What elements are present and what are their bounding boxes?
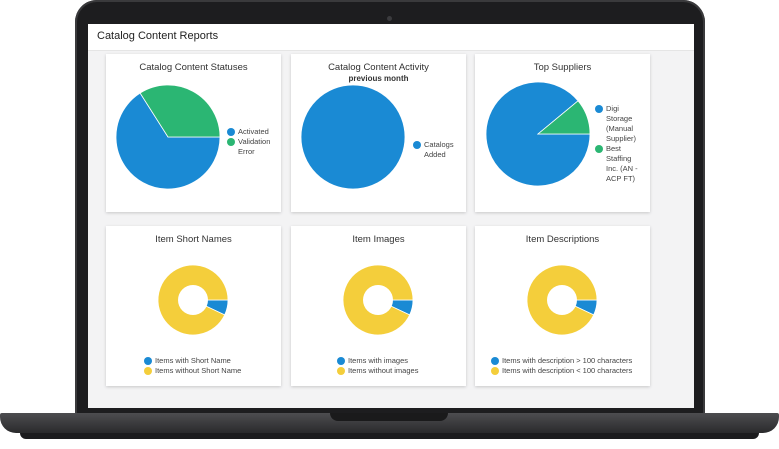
legend: Activated Validation Error [227,127,279,157]
legend-marker-icon [595,145,603,153]
slice-items-with-description-100-characters[interactable] [526,264,598,336]
donut-hole [547,285,577,315]
card-title: Catalog Content Statuses [139,62,248,73]
laptop-foot [20,433,759,439]
card-catalog-content-activity: Catalog Content Activity previous month … [291,54,466,212]
legend-marker-icon [144,357,152,365]
legend-marker-icon [227,138,235,146]
screen: Catalog Content Reports Catalog Content … [88,24,694,408]
legend-marker-icon [491,367,499,375]
legend-marker-icon [227,128,235,136]
card-title: Item Images [352,234,405,245]
pie-chart-suppliers [485,81,591,187]
legend-item-best-staffing[interactable]: Best Staffing Inc. (AN - ACP FT) [595,144,643,184]
legend: Digi Storage (Manual Supplier) Best Staf… [595,104,643,184]
card-top-suppliers: Top Suppliers Digi Storage (Manual Suppl… [475,54,650,212]
slice-activated[interactable] [115,92,221,190]
slice-catalogs-added[interactable] [300,84,406,190]
legend-marker-icon [337,357,345,365]
legend-item-with-short-name[interactable]: Items with Short Name [144,356,279,366]
legend-item-activated[interactable]: Activated [227,127,279,137]
legend-item-validation-error[interactable]: Validation Error [227,137,279,157]
legend-item-description-over-100[interactable]: Items with description > 100 characters [491,356,648,366]
card-title: Item Descriptions [525,234,600,245]
slice-validation-error[interactable] [139,84,221,138]
donut-chart-images [342,264,414,336]
slice-items-without-short-name[interactable] [157,264,229,336]
card-subtitle: previous month [348,74,409,83]
card-title: Catalog Content Activity [328,62,429,73]
pie-chart-activity [300,84,406,190]
donut-hole [363,285,393,315]
legend: Items with Short Name Items without Shor… [144,356,279,376]
legend-item-description-under-100[interactable]: Items with description < 100 characters [491,366,648,376]
card-title: Top Suppliers [533,62,592,73]
card-item-descriptions: Item Descriptions Items with description… [475,226,650,386]
legend-marker-icon [491,357,499,365]
legend: Items with description > 100 characters … [491,356,648,376]
legend-item-without-short-name[interactable]: Items without Short Name [144,366,279,376]
legend: Catalogs Added [413,140,463,160]
legend-marker-icon [337,367,345,375]
donut-hole [178,285,208,315]
donut-chart-descriptions [526,264,598,336]
card-title: Item Short Names [155,234,232,245]
donut-chart-short-names [157,264,229,336]
page-title: Catalog Content Reports [97,30,219,42]
page-header: Catalog Content Reports [88,24,694,51]
legend-item-with-images[interactable]: Items with images [337,356,462,366]
legend-item-without-images[interactable]: Items without images [337,366,462,376]
legend-marker-icon [144,367,152,375]
card-item-short-names: Item Short Names Items with Short Name I… [106,226,281,386]
legend-marker-icon [413,141,421,149]
legend-item-catalogs-added[interactable]: Catalogs Added [413,140,463,160]
legend-item-digi-storage[interactable]: Digi Storage (Manual Supplier) [595,104,643,144]
laptop-hinge-notch [330,413,448,421]
card-catalog-content-statuses: Catalog Content Statuses Activated Valid… [106,54,281,212]
pie-chart-statuses [115,84,221,190]
legend-marker-icon [595,105,603,113]
camera-icon [387,16,392,21]
slice-items-without-images[interactable] [342,264,414,336]
slice-best-staffing-inc-an-acp-ft[interactable] [536,100,591,135]
laptop-base [0,413,779,433]
card-item-images: Item Images Items with images Items with… [291,226,466,386]
legend: Items with images Items without images [337,356,462,376]
